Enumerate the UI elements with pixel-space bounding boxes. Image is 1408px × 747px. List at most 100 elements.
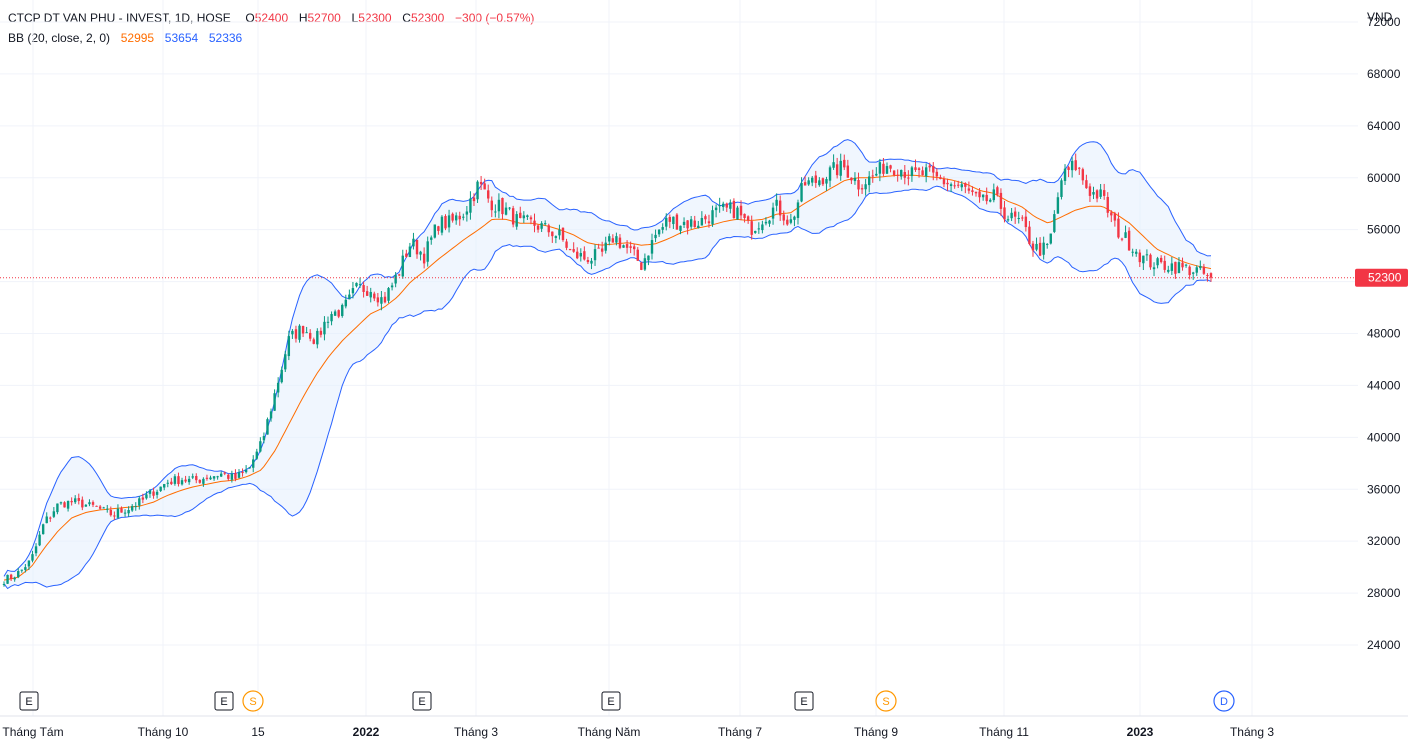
candle-body — [163, 484, 166, 488]
candle-body — [244, 469, 248, 473]
candle-body — [49, 517, 52, 519]
candle-body — [187, 478, 191, 483]
earnings-event-marker[interactable] — [794, 691, 814, 711]
candle-body — [672, 216, 675, 225]
y-tick-label: 24000 — [1367, 638, 1401, 652]
candle-body — [782, 214, 785, 221]
candle-body — [593, 249, 597, 261]
candle-body — [615, 236, 618, 243]
candle-body — [1063, 168, 1067, 181]
x-tick-label: Tháng Tám — [2, 725, 63, 739]
candle-body — [34, 546, 38, 554]
candle-body — [376, 297, 380, 303]
candle-body — [77, 498, 80, 501]
candle-body — [501, 197, 504, 215]
candle-body — [184, 479, 187, 482]
candle-body — [807, 180, 810, 185]
candle-body — [892, 170, 896, 176]
candle-body — [387, 288, 390, 301]
bb-upper-value: 53654 — [164, 31, 199, 45]
split-event-marker[interactable] — [875, 690, 897, 712]
candle-body — [579, 253, 582, 257]
candle-body — [433, 224, 437, 238]
dividend-event-marker[interactable] — [1213, 690, 1235, 712]
candle-body — [650, 240, 654, 254]
candle-body — [109, 509, 113, 516]
candle-body — [476, 181, 479, 200]
candle-body — [878, 162, 882, 174]
candle-body — [419, 251, 422, 255]
last-price-label: 52300 — [1368, 271, 1402, 285]
earnings-event-marker[interactable] — [214, 691, 234, 711]
split-event-label: S — [249, 696, 256, 708]
bb-basis-value: 52995 — [120, 31, 155, 45]
candle-body — [319, 330, 323, 335]
x-tick-label: 2022 — [353, 725, 380, 739]
candle-body — [159, 486, 162, 491]
candle-body — [408, 246, 412, 258]
earnings-event-marker[interactable] — [601, 691, 621, 711]
candle-body — [230, 473, 234, 480]
candle-body — [166, 482, 169, 484]
candle-body — [380, 297, 383, 304]
candle-body — [237, 472, 241, 478]
split-event-label: S — [882, 696, 889, 708]
indicator-name[interactable]: BB (20, close, 2, 0) — [8, 31, 111, 45]
candle-body — [910, 167, 914, 177]
earnings-event-marker[interactable] — [19, 691, 39, 711]
candle-body — [828, 167, 832, 181]
candle-body — [625, 244, 629, 248]
candle-body — [269, 411, 273, 419]
candle-body — [704, 216, 707, 220]
x-tick-label: Tháng 3 — [1230, 725, 1274, 739]
earnings-event-marker[interactable] — [412, 691, 432, 711]
candle-body — [84, 504, 88, 507]
candle-body — [291, 330, 294, 335]
bb-lower-value: 52336 — [208, 31, 243, 45]
candle-body — [640, 262, 643, 270]
close-label: C — [402, 11, 411, 25]
candle-body — [369, 291, 372, 298]
candle-body — [38, 534, 41, 546]
candle-body — [600, 248, 604, 252]
candle-body — [1106, 196, 1109, 213]
candle-body — [24, 567, 27, 570]
candle-body — [921, 170, 924, 176]
candle-body — [608, 236, 611, 242]
candle-body — [754, 230, 757, 233]
candle-body — [775, 199, 778, 206]
candle-body — [483, 183, 486, 190]
candle-body — [647, 255, 650, 261]
candle-body — [120, 508, 123, 513]
candle-body — [444, 216, 447, 229]
candle-body — [27, 560, 31, 567]
candle-body — [796, 202, 800, 218]
currency-label: VND — [1367, 10, 1393, 24]
candle-body — [358, 284, 362, 286]
candle-body — [6, 574, 9, 584]
candle-body — [326, 321, 330, 323]
candle-body — [932, 165, 935, 173]
candle-body — [91, 502, 95, 505]
candle-body — [1031, 243, 1035, 251]
candle-body — [113, 515, 116, 517]
candle-body — [145, 494, 148, 499]
candle-body — [227, 474, 230, 479]
candle-body — [341, 304, 344, 316]
candle-body — [212, 476, 216, 479]
y-tick-label: 40000 — [1367, 430, 1401, 444]
candle-body — [66, 500, 70, 509]
candle-body — [568, 249, 572, 251]
candle-body — [949, 184, 953, 186]
candle-body — [565, 241, 568, 248]
candle-body — [255, 451, 258, 459]
candle-body — [857, 179, 860, 190]
candle-body — [333, 311, 337, 316]
candle-body — [1110, 212, 1113, 216]
split-event-marker[interactable] — [242, 690, 264, 712]
candle-body — [458, 215, 461, 220]
candle-body — [1199, 266, 1202, 269]
bb-band-fill — [4, 139, 1211, 589]
candle-body — [707, 221, 711, 224]
